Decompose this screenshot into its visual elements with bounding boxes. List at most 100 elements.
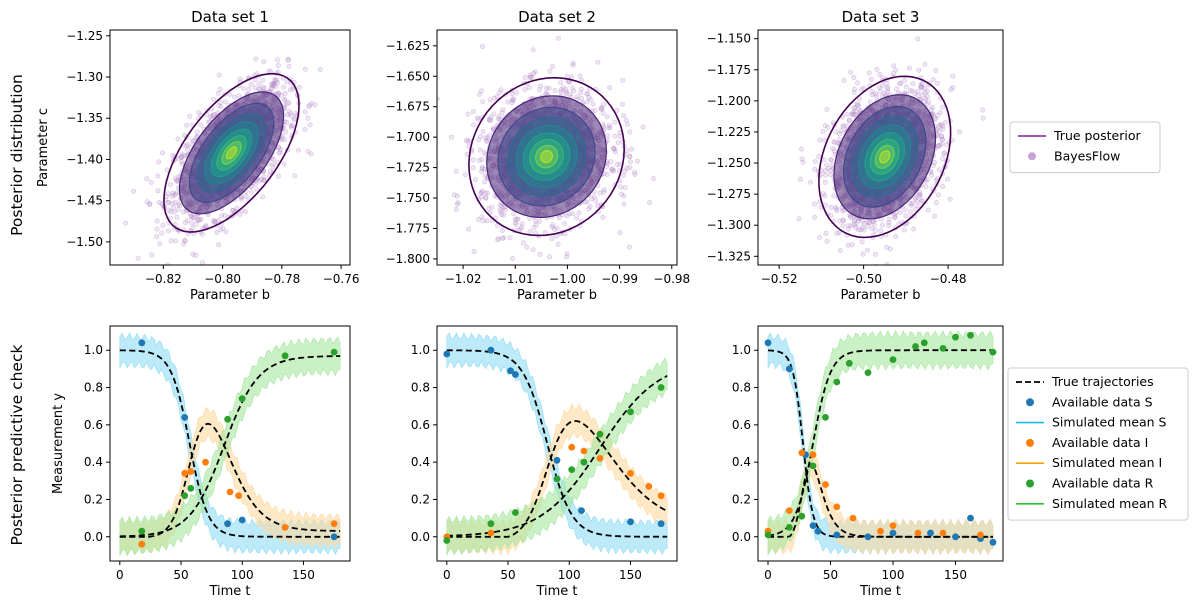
bayesflow-sample [626, 244, 632, 250]
bayesflow-sample [272, 78, 278, 84]
bayesflow-sample [604, 114, 610, 120]
bayesflow-sample [274, 80, 280, 86]
bayesflow-sample [858, 227, 864, 233]
bayesflow-sample [289, 123, 295, 129]
bayesflow-sample [305, 115, 311, 121]
bayesflow-sample [160, 222, 166, 228]
bayesflow-sample [530, 47, 536, 53]
bayesflow-sample [191, 214, 197, 220]
bayesflow-sample [287, 87, 293, 93]
bayesflow-sample [166, 228, 172, 234]
bayesflow-sample [919, 85, 925, 91]
bayesflow-sample [260, 194, 266, 200]
bayesflow-sample [629, 146, 635, 152]
bayesflow-sample [173, 191, 179, 197]
bayesflow-sample [261, 86, 267, 92]
bayesflow-sample [812, 166, 818, 172]
bayesflow-sample [610, 146, 616, 152]
bayesflow-sample [571, 88, 577, 94]
bayesflow-sample [936, 129, 942, 135]
bayesflow-sample [486, 116, 492, 122]
bayesflow-sample [270, 82, 276, 88]
bayesflow-sample [621, 193, 627, 199]
bayesflow-sample [608, 159, 614, 165]
true-posterior-contour [225, 146, 238, 160]
bayesflow-sample [558, 80, 564, 86]
bayesflow-sample [190, 215, 196, 221]
panels: −0.82 −0.80 −0.78 −0.76−1.25−1.30−1.35−1.40… [36, 8, 1004, 599]
bayesflow-sample [570, 62, 576, 68]
bayesflow-sample [249, 189, 255, 195]
bayesflow-sample [532, 69, 538, 75]
bayesflow-sample [834, 206, 840, 212]
bayesflow-sample [903, 84, 909, 90]
bayesflow-sample [170, 153, 176, 159]
bayesflow-sample [940, 126, 946, 132]
bayesflow-sample [515, 216, 521, 222]
bayesflow-sample [919, 92, 925, 98]
bayesflow-sample [579, 96, 585, 102]
bayesflow-sample [560, 85, 566, 91]
bayesflow-sample [217, 100, 223, 106]
bayesflow-sample [307, 122, 313, 128]
bayesflow-sample [913, 206, 919, 212]
bayesflow-sample [268, 86, 274, 92]
bayesflow-sample [848, 214, 854, 220]
bayesflow-sample [270, 82, 276, 88]
bayesflow-sample [926, 99, 932, 105]
bayesflow-sample [172, 200, 178, 206]
bayesflow-sample [605, 133, 611, 139]
bayesflow-sample [290, 86, 296, 92]
bayesflow-sample [907, 209, 913, 215]
bayesflow-sample [854, 80, 860, 86]
bayesflow-sample [861, 227, 867, 233]
bayesflow-sample [254, 187, 260, 193]
bayesflow-sample [509, 91, 515, 97]
bayesflow-sample [907, 200, 913, 206]
bayesflow-sample [169, 194, 175, 200]
bayesflow-sample [844, 123, 850, 129]
bayesflow-sample [514, 216, 520, 222]
bayesflow-sample [931, 213, 937, 219]
bayesflow-sample [200, 260, 205, 265]
bayesflow-sample [499, 228, 505, 234]
bayesflow-sample [950, 73, 956, 79]
bayesflow-sample [520, 240, 526, 246]
bayesflow-sample [479, 188, 485, 194]
bayesflow-sample [275, 173, 281, 179]
bayesflow-sample [171, 209, 177, 215]
bayesflow-sample [478, 194, 484, 200]
bayesflow-sample [187, 113, 193, 119]
bayesflow-sample [937, 122, 943, 128]
bayesflow-sample [174, 190, 180, 196]
bayesflow-sample [497, 207, 503, 213]
bayesflow-sample [586, 206, 592, 212]
bayesflow-sample [484, 138, 490, 144]
bayesflow-sample [239, 194, 245, 200]
bayesflow-sample [563, 91, 569, 97]
bayesflow-sample [820, 191, 826, 197]
bayesflow-sample [268, 86, 274, 92]
bayesflow-sample [292, 173, 298, 179]
bayesflow-sample [286, 64, 292, 70]
bayesflow-sample [497, 202, 503, 208]
bayesflow-sample [218, 104, 224, 110]
bayesflow-sample [295, 147, 301, 153]
row-label-top: Posterior distribution [8, 74, 26, 236]
bayesflow-sample [266, 68, 272, 74]
bayesflow-sample [229, 207, 235, 213]
bayesflow-sample [271, 81, 277, 87]
bayesflow-sample [510, 98, 516, 104]
bayesflow-sample [891, 63, 897, 69]
bayesflow-sample [542, 230, 548, 236]
bayesflow-sample [168, 238, 174, 244]
bayesflow-sample [480, 129, 486, 135]
bayesflow-sample [257, 86, 263, 92]
bayesflow-sample [483, 190, 489, 196]
bayesflow-sample [593, 198, 599, 204]
bayesflow-sample [268, 81, 274, 87]
bayesflow-sample [626, 153, 632, 159]
bayesflow-sample [312, 102, 318, 108]
bayesflow-sample [915, 88, 921, 94]
